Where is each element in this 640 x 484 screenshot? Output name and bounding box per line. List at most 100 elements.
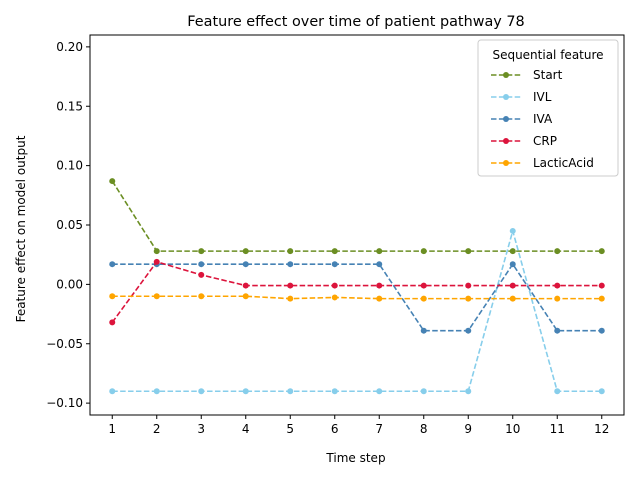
data-point [242,293,249,300]
x-tick-label: 1 [108,422,116,436]
data-point [376,295,383,302]
data-point [598,388,605,395]
data-point [376,261,383,268]
legend-title: Sequential feature [492,48,603,62]
data-point [198,388,205,395]
x-tick-label: 10 [505,422,520,436]
data-point [598,295,605,302]
data-point [109,319,116,326]
series-start [109,178,605,255]
data-point [465,388,472,395]
series-line [111,260,602,323]
legend-entry-lacticacid: LacticAcid [491,156,594,170]
data-point [242,282,249,289]
y-tick-label: 0.05 [56,218,83,232]
data-point [198,293,205,300]
data-point [109,293,116,300]
data-point [465,327,472,334]
x-tick-label: 9 [464,422,472,436]
data-point [554,248,561,255]
legend-entry-ivl: IVL [491,90,552,104]
x-axis-label: Time step [325,451,385,465]
data-point [509,227,516,234]
series-line [111,180,602,252]
y-axis-label: Feature effect on model output [14,135,28,322]
y-tick-label: 0.00 [56,277,83,291]
legend-box [477,39,619,177]
series-line [112,295,602,300]
legend-label: CRP [533,134,557,148]
data-point [287,248,294,255]
legend-entry-iva: IVA [491,112,553,126]
x-tick-label: 2 [153,422,161,436]
data-point [509,261,516,268]
y-tick-label: 0.10 [56,159,83,173]
data-point [509,282,516,289]
data-point [287,388,294,395]
x-tick-label: 5 [286,422,294,436]
legend-entry-start: Start [491,68,563,82]
data-point [598,327,605,334]
legend-swatch-marker [503,138,509,144]
data-point [465,248,472,255]
y-tick-label: 0.15 [56,99,83,113]
data-point [554,282,561,289]
data-point [376,282,383,289]
legend: Sequential feature Start IVL IVA CRP LacticA… [477,39,619,177]
data-point [153,388,160,395]
data-point [242,388,249,395]
data-point [153,258,160,265]
x-tick-label: 6 [331,422,339,436]
data-point [153,293,160,300]
data-point [598,282,605,289]
legend-label: IVL [533,90,552,104]
data-point [420,327,427,334]
data-point [109,388,116,395]
legend-entry-crp: CRP [491,134,557,148]
series-ivl [109,227,605,395]
series-line [112,262,602,332]
data-point [109,178,116,185]
data-point [598,248,605,255]
data-point [554,295,561,302]
y-tick-label: −0.05 [46,337,83,351]
series-iva [109,261,605,334]
data-point [331,261,338,268]
legend-swatch-marker [503,72,509,78]
data-point [287,261,294,268]
data-point [509,248,516,255]
x-tick-label: 11 [550,422,565,436]
data-point [376,388,383,395]
data-point [198,271,205,278]
plot-area: 1 2 3 4 5 6 7 8 9 10 11 12−0.10−0.050.000.050.100.1… [46,34,625,436]
legend-label: IVA [533,112,553,126]
series-lacticacid [109,293,605,302]
data-point [509,295,516,302]
data-point [420,282,427,289]
data-point [554,388,561,395]
x-tick-label: 12 [594,422,609,436]
data-point [420,248,427,255]
legend-label: Start [533,68,563,82]
data-point [242,261,249,268]
legend-swatch-marker [503,160,509,166]
data-point [287,282,294,289]
x-tick-label: 7 [375,422,383,436]
data-point [331,282,338,289]
x-tick-label: 3 [197,422,205,436]
data-point [331,294,338,301]
data-point [420,295,427,302]
y-tick-label: −0.10 [46,396,83,410]
series-line [112,227,602,393]
data-point [420,388,427,395]
legend-swatch-marker [503,116,509,122]
x-tick-label: 8 [420,422,428,436]
legend-swatch-marker [503,94,509,100]
legend-label: LacticAcid [533,156,594,170]
x-tick-label: 4 [242,422,250,436]
y-tick-label: 0.20 [56,40,83,54]
chart-title: Feature effect over time of patient path… [187,14,524,30]
data-point [109,261,116,268]
data-point [465,295,472,302]
